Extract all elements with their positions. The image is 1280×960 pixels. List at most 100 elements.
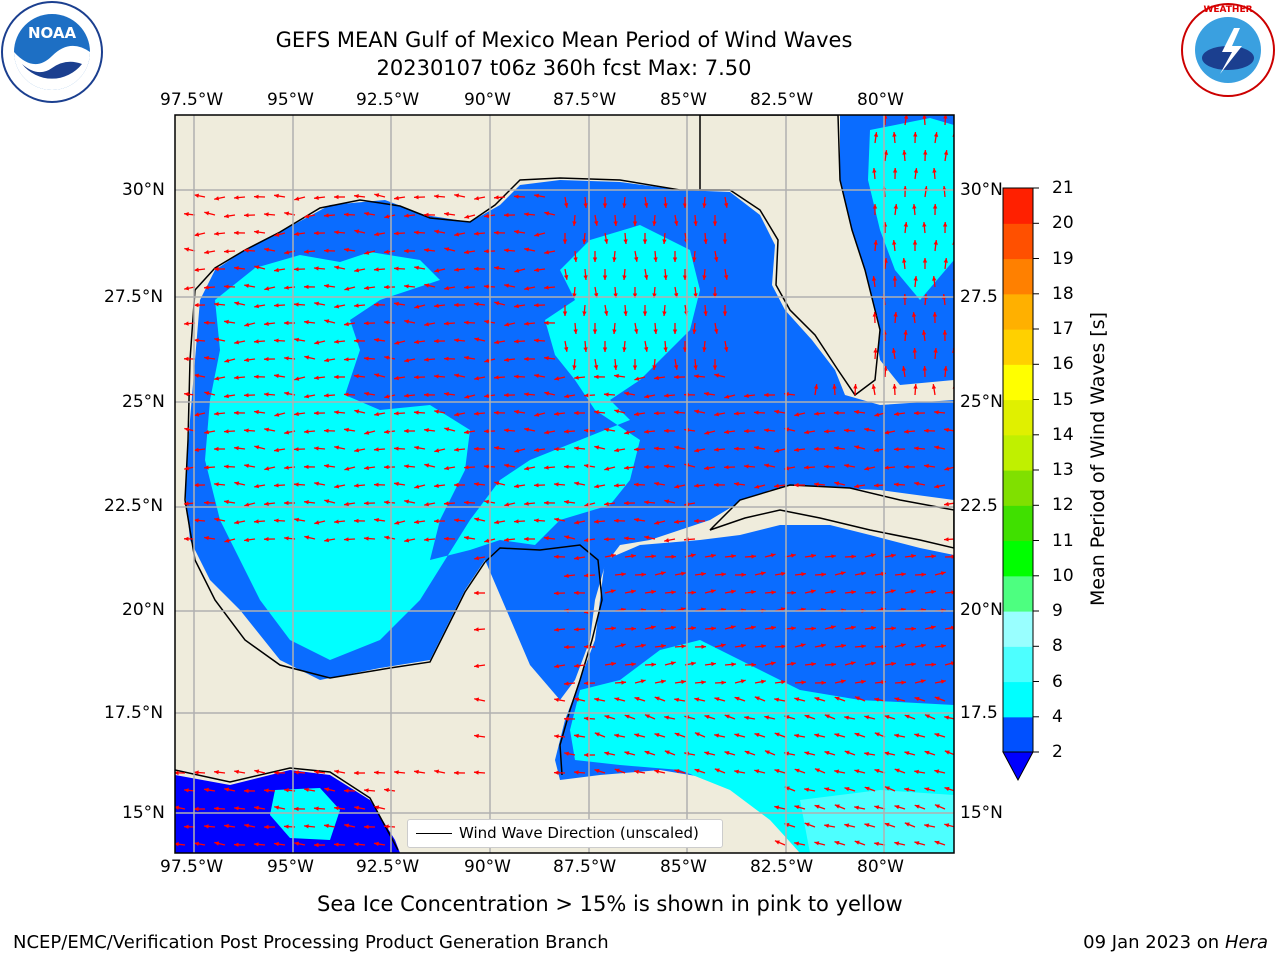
wind-arrow-head: [694, 483, 699, 488]
wind-arrow-head: [184, 286, 189, 291]
wind-arrow-head: [930, 625, 936, 630]
wind-arrow-head: [184, 501, 189, 506]
colorbar-ticks: 2 4 6 8 9 10 11 12 13 14 15 16 17 18 19 20 21: [1052, 0, 1092, 960]
wind-arrow-head: [494, 445, 499, 451]
atlantic-4s-region: [868, 118, 954, 300]
wind-arrow-head: [234, 446, 239, 451]
wind-arrow-head: [384, 320, 389, 325]
wind-arrow-head: [244, 537, 249, 543]
wind-arrow-head: [484, 429, 489, 434]
wind-arrow-head: [840, 679, 846, 684]
wind-arrow-head: [614, 768, 620, 773]
wind-arrow-head: [914, 804, 920, 809]
wind-arrow-head: [824, 750, 830, 756]
wind-arrow-head: [514, 268, 520, 273]
wind-arrow-head: [764, 750, 770, 755]
wind-arrow-head: [644, 203, 649, 208]
lat-label-left: 25°N: [122, 392, 165, 412]
wind-arrow-head: [454, 518, 459, 523]
wind-arrow-head: [694, 697, 700, 702]
colorbar-under-triangle: [1002, 751, 1034, 782]
wind-arrow-head: [811, 662, 816, 667]
wind-arrow-head: [564, 535, 570, 540]
wind-arrow-head: [524, 321, 529, 326]
wind-arrow-head: [284, 824, 289, 829]
wind-arrow-head: [334, 304, 340, 309]
wind-arrow-head: [943, 258, 948, 263]
wind-arrow-head: [224, 823, 229, 829]
wind-arrow-head: [294, 411, 299, 417]
wind-arrow-head: [632, 365, 638, 370]
wind-arrow-head: [631, 626, 636, 631]
wind-arrow-head: [794, 768, 800, 773]
wind-arrow-head: [444, 356, 449, 361]
wind-arrow-head: [574, 697, 580, 702]
wind-arrow-head: [944, 823, 950, 828]
wind-arrow-head: [384, 284, 389, 290]
wind-arrow-head: [771, 590, 776, 595]
wind-arrow-head: [874, 697, 880, 702]
mexico-west-coast: [184, 289, 486, 679]
lon-label-bottom: 95°W: [267, 857, 314, 877]
wind-arrow-head: [444, 211, 449, 217]
wind-arrow-head: [474, 663, 479, 669]
wind-arrow-head: [933, 240, 938, 245]
wind-arrow-head: [632, 293, 638, 298]
wind-arrow-head: [574, 733, 579, 739]
wind-arrow-head: [864, 786, 870, 791]
wind-arrow-head: [544, 536, 549, 541]
page-title: GEFS MEAN Gulf of Mexico Mean Period of …: [275, 28, 853, 52]
wind-arrow-head: [934, 840, 940, 845]
wind-arrow-head: [214, 517, 220, 522]
wind-arrow-head: [354, 303, 359, 308]
wind-arrow-head: [564, 644, 569, 650]
wind-arrow-head: [594, 374, 599, 380]
wind-arrow-head: [274, 770, 279, 775]
wind-arrow-head: [324, 463, 329, 469]
wind-arrow-head: [544, 211, 550, 216]
wind-arrow-head: [184, 356, 189, 362]
wind-arrow-head: [922, 222, 927, 227]
wind-arrow-head: [611, 626, 616, 631]
colorbar-segment: [1003, 364, 1033, 401]
wind-arrow-head: [604, 537, 609, 542]
wind-arrow-head: [774, 483, 779, 489]
wind-arrow-head: [414, 519, 419, 525]
colorbar-tick-label: 19: [1052, 248, 1074, 269]
wind-arrow-head: [711, 626, 716, 631]
colorbar-tick-label: 21: [1052, 178, 1074, 198]
wind-arrow-head: [254, 445, 260, 450]
wind-arrow-head: [584, 463, 589, 469]
wind-arrow-head: [294, 517, 299, 522]
wind-arrow-head: [721, 680, 726, 685]
wind-arrow-head: [354, 483, 359, 488]
wind-arrow-head: [794, 482, 799, 488]
wind-arrow-head: [464, 355, 469, 361]
wind-arrow-head: [674, 221, 679, 226]
wind-arrow-head: [814, 446, 819, 452]
wind-arrow-head: [811, 626, 816, 631]
wind-arrow-head: [883, 150, 889, 155]
wind-arrow-head: [724, 394, 730, 399]
wind-arrow-head: [404, 538, 410, 543]
wind-arrow-head: [853, 384, 858, 389]
wind-arrow-head: [710, 589, 716, 594]
wind-arrow-head: [474, 446, 479, 452]
wind-arrow-head: [864, 427, 869, 432]
wind-arrow-head: [801, 572, 806, 577]
wind-arrow-head: [334, 230, 339, 235]
wind-arrow-head: [484, 249, 489, 254]
wind-arrow-head: [344, 247, 349, 253]
wind-arrow-head: [284, 320, 289, 326]
wind-arrow-head: [544, 465, 549, 470]
wind-arrow-head: [924, 428, 929, 433]
wind-arrow-head: [814, 733, 820, 738]
wind-arrow-head: [660, 571, 666, 576]
wind-arrow-head: [961, 644, 966, 648]
wind-arrow-head: [204, 211, 210, 216]
svg-text:WEATHER: WEATHER: [1203, 5, 1252, 15]
wind-arrow-head: [474, 302, 479, 307]
wind-arrow-head: [770, 661, 776, 666]
wind-arrow-head: [394, 340, 400, 345]
wind-arrow-head: [674, 519, 679, 524]
